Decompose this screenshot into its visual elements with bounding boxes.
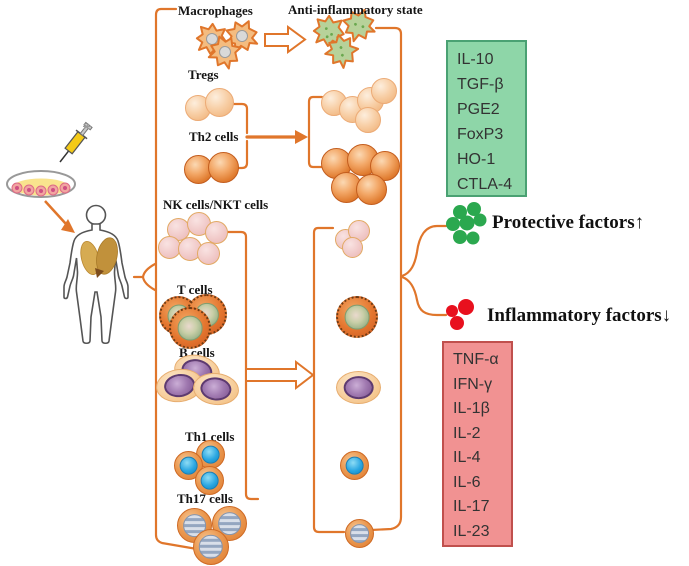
t-cell [169,307,211,349]
th1-cell [195,466,224,495]
syringe-spark [83,123,91,130]
factor-item: IL-4 [453,449,481,466]
petri-dish-icon [6,170,76,198]
tregs-label: Tregs [188,67,219,82]
factor-item: IL-6 [453,473,481,491]
inflammatory-factors-box: TNF-α IFN-γ IL-1β IL-2 IL-4 IL-6 IL-17 IL-23 [442,341,513,547]
lungs-icon [80,237,118,278]
factor-item: IL-23 [453,522,490,540]
brace-to-inflammatory [400,275,448,317]
factor-item: TGF-β [457,76,504,93]
macrophages-label: Macrophages [178,3,253,18]
merge-arrowhead [295,130,308,144]
body-branch-chevron [132,262,157,292]
inflammatory-factors-icon [446,299,474,330]
factor-item: CTLA-4 [457,176,513,193]
factor-item: FoxP3 [457,126,504,143]
syringe-icon [59,121,93,163]
t-cells-label: T cells [177,282,213,297]
macrophage-cells [193,16,262,74]
human-body-icon [63,204,129,345]
factor-item: HO-1 [457,151,496,168]
th1-label: Th1 cells [185,429,235,444]
th17-cell [212,506,247,541]
treg-cell [205,88,234,117]
th2-label: Th2 cells [189,129,239,144]
th17-label: Th17 cells [177,491,233,506]
expanded-cluster-bracket [307,95,324,169]
t-cell-reduced [336,296,378,338]
th2-cell [356,174,387,205]
protective-factors-box: IL-10 TGF-β PGE2 FoxP3 HO-1 CTLA-4 [446,40,527,197]
nk-label: NK cells/NKT cells [163,197,269,212]
factor-item: IFN-γ [453,375,493,393]
th2-cell [208,152,239,183]
macrophage-transform-arrow-icon [264,25,307,54]
th17-cell [193,529,229,565]
factor-item: IL-17 [453,498,490,515]
nk-cell [342,237,363,258]
th1-cell-reduced [340,451,369,480]
brace-to-protective [400,224,448,278]
protective-factors-title: Protective factors↑ [492,212,645,233]
factor-item: IL-10 [457,51,494,68]
factor-item: PGE2 [457,101,500,118]
b-cell [191,370,241,408]
b-cell-reduced [336,371,381,404]
factor-item: IL-1β [453,400,490,417]
factor-item: IL-2 [453,424,481,442]
inflammatory-factors-title: Inflammatory factors↓ [487,305,672,326]
th17-cell-reduced [345,519,374,548]
left-column-bracket [223,230,260,501]
nk-cell [197,242,220,265]
injection-arrow-icon [44,200,75,233]
protective-factors-icon [446,202,487,245]
nk-cell [205,221,228,244]
treg-cell [355,107,381,133]
factor-item: TNF-α [453,351,499,368]
column-transform-arrow-icon [245,359,315,391]
anti-inflammatory-label: Anti-inflammatory state [288,2,423,17]
treg-cell [371,78,397,104]
